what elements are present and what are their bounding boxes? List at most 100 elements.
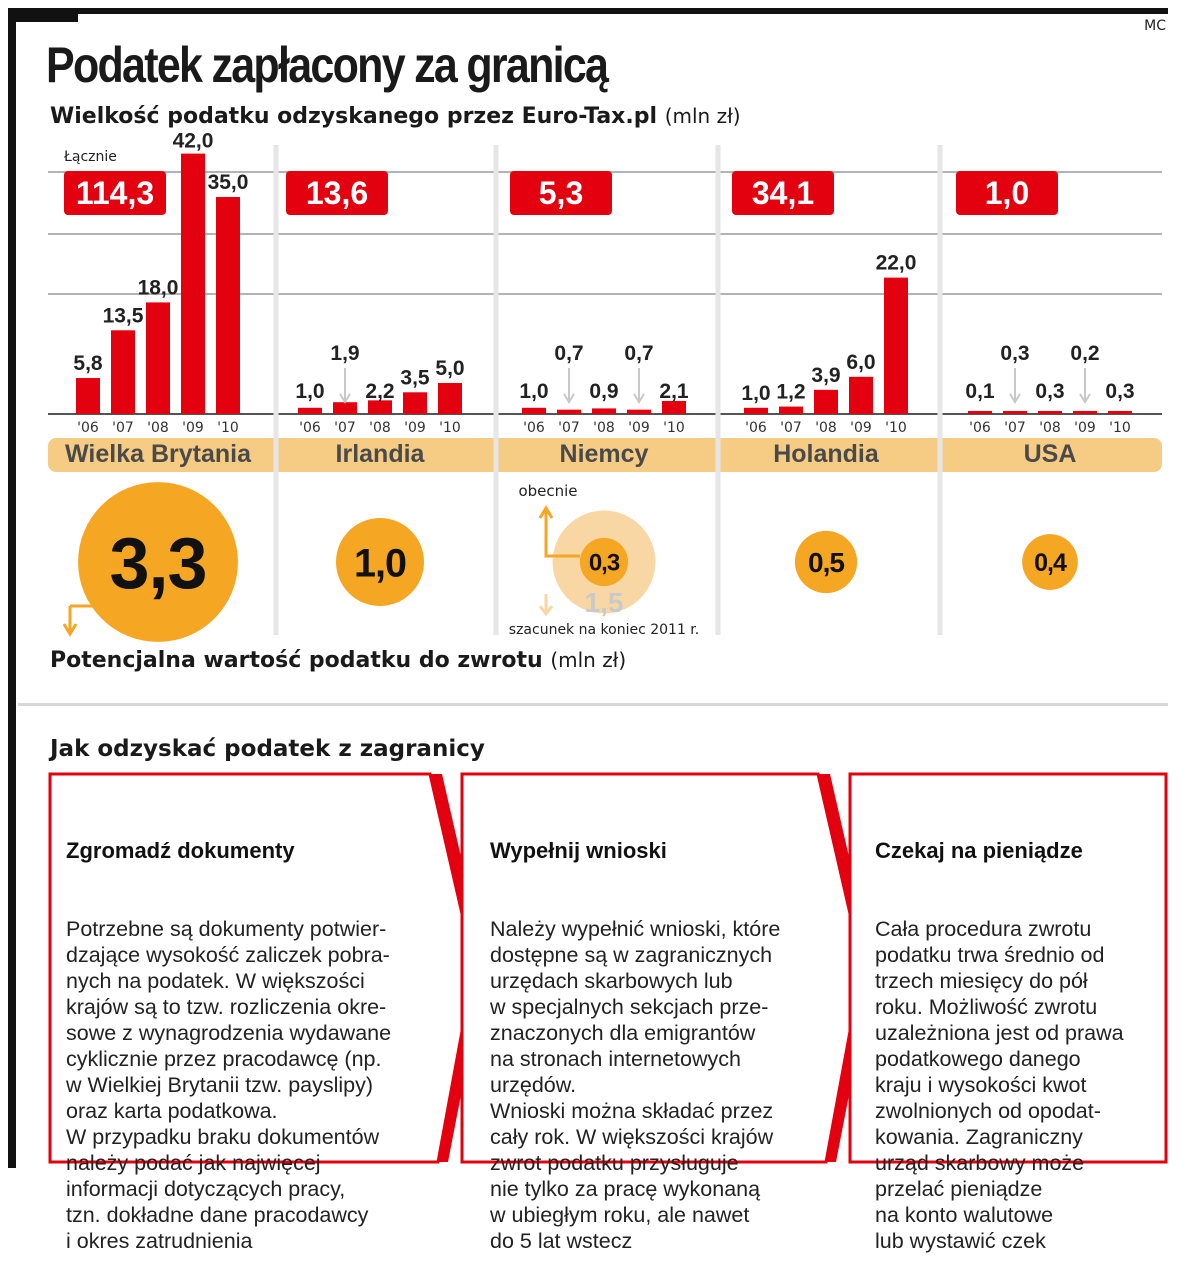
step-2-line: Wnioski można składać przez xyxy=(490,1099,774,1123)
chart-subtitle-text: Wielkość podatku odzyskanego przez Euro-… xyxy=(50,104,658,129)
step-3-line: roku. Możliwość zwrotu xyxy=(875,995,1098,1019)
value-label: 1,0 xyxy=(519,380,548,403)
step-1-line: w Wielkiej Brytanii tzw. payslipy) xyxy=(66,1073,374,1097)
bar xyxy=(662,400,686,414)
value-label: 0,9 xyxy=(589,380,618,403)
frame-top-rule xyxy=(8,8,1168,14)
bar xyxy=(216,197,240,414)
value-label: 1,0 xyxy=(741,382,770,405)
tick-label: '09 xyxy=(850,420,872,436)
tick-label: '10 xyxy=(439,420,461,436)
value-label: 0,2 xyxy=(1070,342,1099,365)
potential-pointer-head xyxy=(62,623,78,637)
bar xyxy=(779,406,803,414)
step-1-line: dzające wysokość zaliczek pobra- xyxy=(66,943,390,967)
chart-subtitle-unit: (mln zł) xyxy=(664,104,741,128)
bar xyxy=(968,411,992,414)
bar xyxy=(592,408,616,414)
bar xyxy=(1003,411,1027,414)
step-1-line: oraz karta podatkowa. xyxy=(66,1099,278,1123)
step-1-line: cyklicznie przez pracodawcę (np. xyxy=(66,1047,382,1071)
value-label: 1,2 xyxy=(776,381,805,404)
potential-now-caption: obecnie xyxy=(518,482,577,500)
value-label: 0,3 xyxy=(1000,342,1029,365)
country-name: Irlandia xyxy=(336,440,426,468)
total-badge xyxy=(286,171,388,215)
tick-label: '07 xyxy=(1004,420,1026,436)
potential-estimate-caption: szacunek na koniec 2011 r. xyxy=(509,622,699,638)
step-3-line: podatku trwa średnio od xyxy=(875,943,1105,967)
value-label: 1,9 xyxy=(330,342,359,365)
potential-estimate-value: 1,5 xyxy=(585,587,624,618)
value-label: 3,5 xyxy=(400,366,430,389)
step-1-line: informacji dotyczących pracy, xyxy=(66,1177,346,1201)
step-2-line: Należy wypełnić wnioski, które xyxy=(490,917,781,941)
bar xyxy=(884,277,908,414)
total-value: 13,6 xyxy=(306,175,368,211)
tick-label: '06 xyxy=(969,420,991,436)
tick-label: '08 xyxy=(593,420,615,436)
total-badge xyxy=(510,171,612,215)
step-3-line: zwolnionych od opodat- xyxy=(875,1099,1101,1123)
step-3-line: podatkowego danego xyxy=(875,1047,1081,1071)
potential-estimate-arrowhead xyxy=(538,605,554,617)
total-value: 5,3 xyxy=(539,175,583,211)
step-2: Wypełnij wnioski Należy wypełnić wnioski… xyxy=(490,786,780,1280)
value-label: 6,0 xyxy=(846,351,875,374)
step-1-line: W przypadku braku dokumentów xyxy=(66,1125,380,1149)
tick-label: '10 xyxy=(1109,420,1131,436)
tick-label: '10 xyxy=(217,420,239,436)
potential-label-text: Potencjalna wartość podatku do zwrotu xyxy=(50,648,543,673)
potential-label-unit: (mln zł) xyxy=(550,648,627,672)
country-name: Wielka Brytania xyxy=(65,440,252,468)
bar xyxy=(438,383,462,414)
bar xyxy=(744,407,768,414)
step-1-line: tzn. dokładne dane pracodawcy xyxy=(66,1203,369,1227)
bar xyxy=(181,153,205,414)
potential-bubble xyxy=(336,518,424,606)
step-1-line: Potrzebne są dokumenty potwier- xyxy=(66,917,387,941)
step-1-line: i okres zatrudnienia xyxy=(66,1229,253,1253)
total-value: 34,1 xyxy=(752,175,814,211)
step-1-line: należy podać jak najwięcej xyxy=(66,1151,321,1175)
value-label: 18,0 xyxy=(138,276,179,299)
step-2-line: nie tylko za pracę wykonaną xyxy=(490,1177,761,1201)
step-3-line: kowania. Zagraniczny xyxy=(875,1125,1083,1149)
potential-value: 0,5 xyxy=(808,547,844,578)
value-label: 42,0 xyxy=(173,130,214,153)
tick-label: '09 xyxy=(404,420,426,436)
value-label: 0,3 xyxy=(1105,380,1134,403)
value-label: 0,7 xyxy=(554,342,583,365)
step-1-line: nych na podatek. W większości xyxy=(66,969,365,993)
total-value: 114,3 xyxy=(76,175,154,211)
bar xyxy=(298,407,322,414)
tick-label: '08 xyxy=(147,420,169,436)
step-1-body: Potrzebne są dokumenty potwier-dzające w… xyxy=(66,916,391,1254)
value-label: 0,3 xyxy=(1035,380,1064,403)
potential-now-arrow xyxy=(544,510,580,558)
tick-label: '06 xyxy=(523,420,545,436)
tick-label: '10 xyxy=(885,420,907,436)
value-label: 2,1 xyxy=(659,380,689,403)
step-2-line: w ubiegłym roku, ale nawet xyxy=(490,1203,750,1227)
tick-label: '08 xyxy=(815,420,837,436)
country-name: Holandia xyxy=(773,440,880,468)
tick-label: '09 xyxy=(1074,420,1096,436)
step-2-title: Wypełnij wnioski xyxy=(490,838,667,863)
step-2-line: zwrot podatku przysługuje xyxy=(490,1151,739,1175)
bar xyxy=(522,407,546,414)
step-1: Zgromadź dokumenty Potrzebne są dokument… xyxy=(66,786,391,1280)
value-label: 0,1 xyxy=(965,380,995,403)
step-3-line: na konto walutowe xyxy=(875,1203,1054,1227)
country-name: Niemcy xyxy=(560,440,649,468)
bar xyxy=(403,392,427,414)
steps-title: Jak odzyskać podatek z zagranicy xyxy=(50,736,485,762)
tick-label: '06 xyxy=(77,420,99,436)
bar xyxy=(76,378,100,414)
potential-bubble xyxy=(78,482,238,642)
bar xyxy=(146,302,170,414)
label-arrow xyxy=(563,393,575,404)
tick-label: '08 xyxy=(1039,420,1061,436)
value-label: 0,7 xyxy=(624,342,653,365)
bar xyxy=(849,376,873,414)
